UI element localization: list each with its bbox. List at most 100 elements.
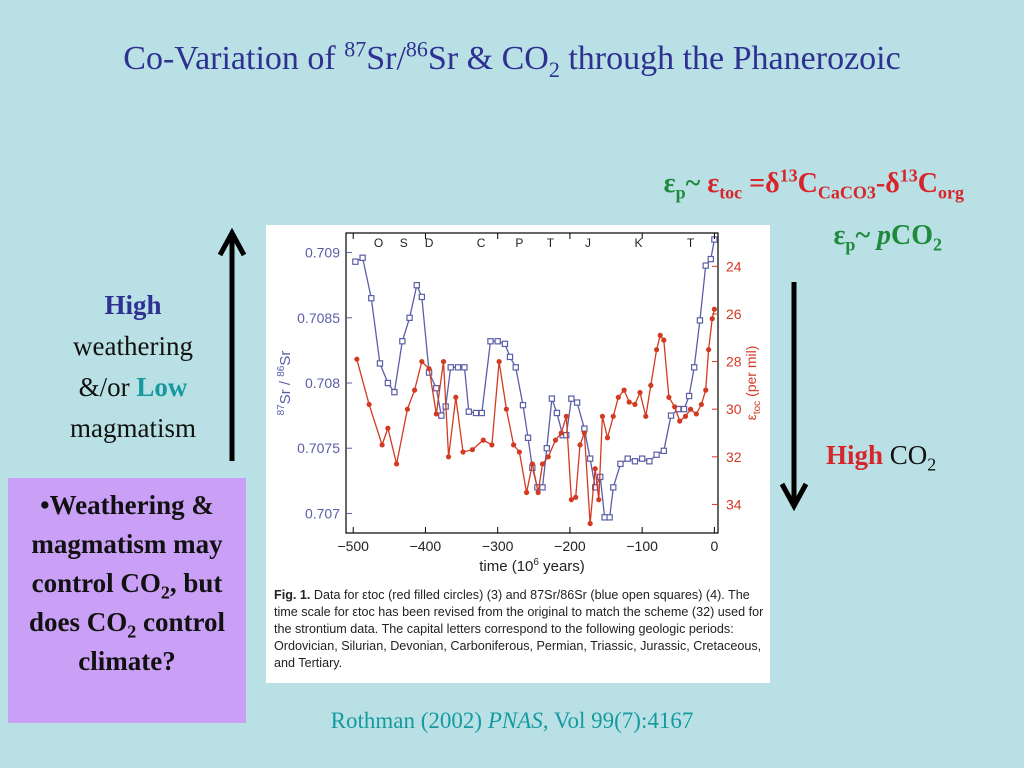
sr-data-point (606, 514, 613, 521)
title-sup-1: 87 (344, 36, 367, 62)
eq1-sub-caco3: CaCO3 (817, 182, 876, 203)
toc-data-point (587, 520, 593, 527)
y-left-tick-label: 0.7085 (297, 310, 340, 326)
y-left-axis-label: 87Sr / 86Sr (276, 351, 294, 416)
sr-data-point (433, 385, 440, 392)
eq1-sub-org: org (938, 182, 964, 203)
toc-data-point (366, 401, 372, 408)
citation-journal: PNAS (487, 708, 543, 733)
toc-data-point (503, 406, 509, 412)
toc-data-point (599, 413, 606, 419)
y-left-tick-label: 0.708 (305, 375, 340, 391)
sr-data-point (702, 262, 709, 269)
toc-data-point (581, 430, 587, 436)
toc-data-point (568, 497, 574, 503)
period-label: J (585, 236, 591, 250)
sr-data-point (391, 388, 398, 396)
citation-authors: Rothman (2002) (330, 708, 488, 733)
eq1-sup-13b: 13 (899, 165, 918, 186)
toc-data-point (711, 306, 717, 312)
toc-data-point (666, 394, 672, 400)
sr-data-point (653, 451, 660, 458)
sr-data-point (418, 293, 426, 301)
sr-data-point (512, 364, 519, 371)
period-label: K (635, 236, 643, 250)
sr-data-point (501, 340, 509, 348)
equation-pco2: εp~ pCO2 (833, 220, 942, 254)
toc-data-point (703, 387, 709, 393)
sr-data-point (368, 295, 375, 302)
eq2-p-italic: p (877, 220, 891, 251)
sr-data-point (438, 412, 445, 419)
toc-data-point (516, 449, 522, 455)
toc-data-point (563, 413, 569, 419)
eq1-sub-toc: toc (719, 182, 743, 203)
y-left-tick-label: 0.7075 (297, 440, 340, 456)
sr-data-point (539, 484, 546, 491)
y-right-axis-label: εtoc (per mil) (743, 346, 763, 421)
left-high: High (104, 290, 162, 320)
title-text-3: Sr & CO (427, 40, 549, 77)
period-label: S (400, 236, 408, 250)
high-co2-high: High (826, 440, 884, 470)
sr-data-point (478, 409, 485, 417)
toc-data-point (604, 435, 611, 441)
sr-data-point (359, 254, 366, 261)
figure-caption: Fig. 1. Data for εtoc (red filled circle… (274, 587, 766, 672)
toc-data-point (672, 404, 678, 410)
eq1-c1: C (797, 168, 818, 199)
toc-data-point (592, 466, 598, 472)
sr-data-point (660, 447, 668, 455)
sr-data-point (543, 445, 551, 452)
down-arrow-icon (779, 282, 809, 512)
sr-data-point (519, 401, 527, 409)
sr-data-point (524, 434, 532, 441)
toc-data-point (693, 411, 699, 417)
toc-data-point (552, 437, 559, 443)
toc-data-point (480, 437, 486, 443)
x-tick-label: −100 (626, 538, 658, 554)
toc-data-point (385, 425, 391, 431)
question-sub-2: 2 (127, 621, 137, 642)
eq1-c2: C (917, 168, 938, 199)
toc-data-point (682, 413, 689, 419)
eq1-epsilon: ε (663, 168, 676, 199)
eq1-sub-p: p (675, 182, 686, 203)
sr-data-point (568, 395, 575, 402)
left-weathering: weathering (73, 331, 193, 361)
eq2-epsilon: ε (833, 220, 846, 251)
period-label: D (425, 236, 434, 250)
period-label: O (374, 236, 383, 250)
sr-data-point (601, 514, 608, 521)
toc-data-point (469, 447, 476, 453)
citation: Rothman (2002) PNAS, Vol 99(7):4167 (0, 708, 1024, 734)
sr-data-point (461, 364, 468, 371)
high-co2-sub: 2 (927, 454, 937, 475)
sr-data-point (646, 458, 653, 465)
toc-data-point (354, 356, 360, 362)
figure-panel: O S D C P T J K T −500 −400 −300 −200 −100 0 time (106… (266, 225, 770, 683)
toc-data-point (393, 461, 400, 467)
sr-data-point (487, 338, 494, 345)
toc-data-point (460, 449, 466, 455)
sr-data-point (454, 364, 462, 371)
high-co2-co: CO (883, 440, 928, 470)
sr-data-point (494, 338, 501, 345)
toc-data-point (648, 382, 654, 388)
toc-data-point (529, 461, 535, 467)
y-left-tick-label: 0.707 (305, 505, 340, 521)
toc-data-point (661, 337, 667, 343)
toc-data-point (440, 358, 447, 365)
y-left-tick-label: 0.709 (305, 245, 340, 261)
eq1-tilde: ~ (685, 168, 708, 199)
left-andor: &/or (78, 372, 137, 402)
weathering-annotation: High weathering &/or Low magmatism (48, 285, 218, 449)
equation-fractionation: εp~ εtoc =δ13CCaCO3-δ13Corg (663, 165, 964, 203)
sr-data-point (667, 412, 675, 419)
question-text-1: •Weathering & magmatism may control CO (31, 490, 223, 598)
sr-data-point (617, 460, 624, 468)
sr-data-point (573, 399, 581, 406)
sr-data-point (384, 379, 392, 387)
sr-data-point (563, 431, 570, 439)
sr-data-point (707, 255, 714, 263)
